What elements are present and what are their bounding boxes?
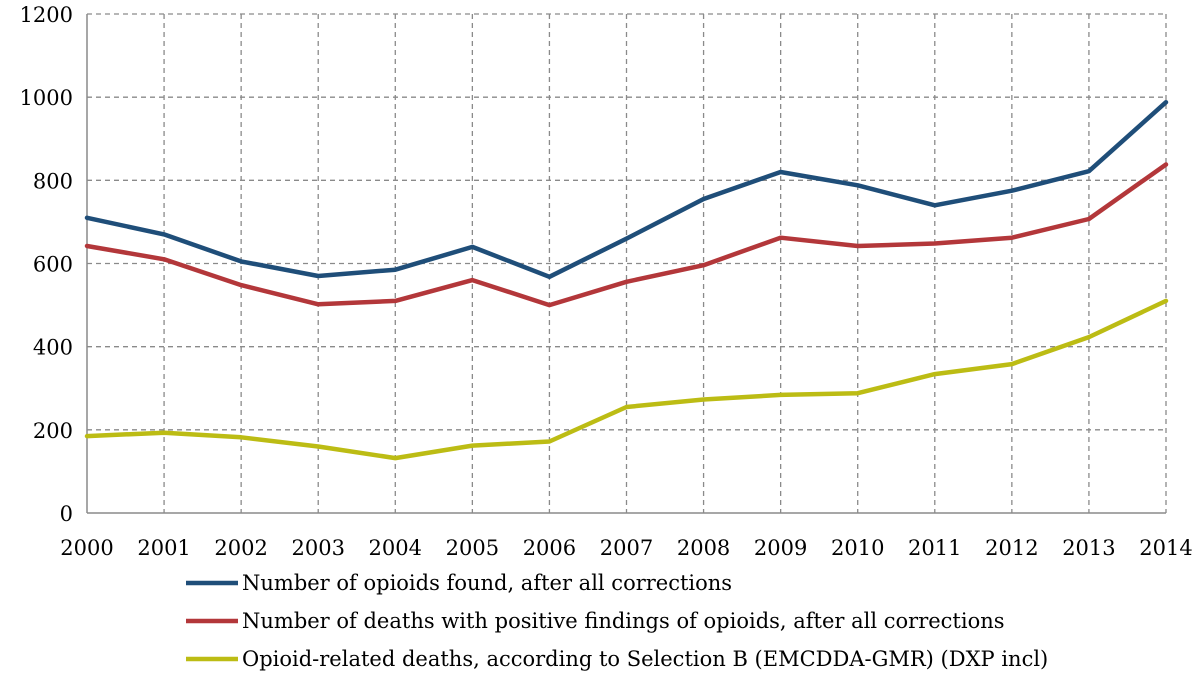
x-tick-label: 2013 [1062, 536, 1115, 560]
x-tick-label: 2011 [908, 536, 961, 560]
y-tick-label: 1200 [20, 3, 73, 27]
x-tick-label: 2004 [369, 536, 422, 560]
x-tick-label: 2007 [600, 536, 653, 560]
legend: Number of opioids found, after all corre… [186, 571, 1048, 671]
axes [86, 14, 1166, 514]
y-tick-label: 1000 [20, 86, 73, 110]
gridlines [87, 13, 1167, 513]
y-tick-label: 0 [60, 502, 73, 526]
x-tick-label: 2000 [60, 536, 113, 560]
y-tick-label: 600 [33, 253, 73, 277]
legend-label-1: Number of opioids found, after all corre… [242, 571, 732, 595]
x-tick-label: 2005 [446, 536, 499, 560]
y-axis-tick-labels: 0 200 400 600 800 1000 1200 [20, 3, 73, 526]
x-tick-label: 2003 [291, 536, 344, 560]
legend-label-2: Number of deaths with positive findings … [242, 609, 1005, 633]
series-line-2 [84, 162, 1169, 308]
x-tick-label: 2006 [523, 536, 576, 560]
series-line-3 [84, 298, 1169, 461]
x-axis-tick-labels: 2000 2001 2002 2003 2004 2005 2006 2007 2008 2009… [60, 536, 1192, 560]
series-lines [84, 99, 1169, 461]
series-line-1 [84, 99, 1169, 280]
y-tick-label: 200 [33, 419, 73, 443]
x-tick-label: 2014 [1139, 536, 1192, 560]
x-tick-label: 2012 [985, 536, 1038, 560]
y-tick-label: 800 [33, 169, 73, 193]
x-tick-label: 2010 [831, 536, 884, 560]
x-tick-label: 2009 [754, 536, 807, 560]
x-tick-label: 2001 [137, 536, 190, 560]
x-tick-label: 2008 [677, 536, 730, 560]
y-tick-label: 400 [33, 336, 73, 360]
x-tick-label: 2002 [214, 536, 267, 560]
legend-label-3: Opioid-related deaths, according to Sele… [242, 647, 1048, 671]
